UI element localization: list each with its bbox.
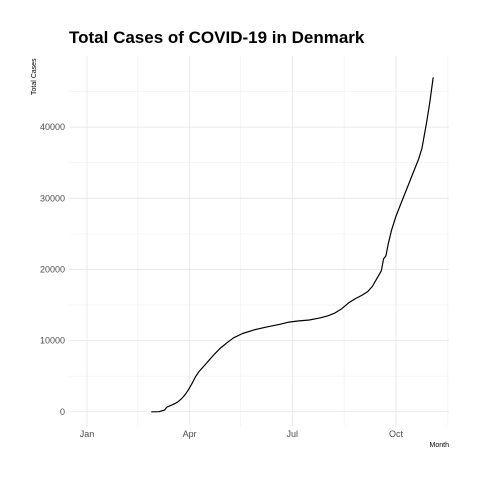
y-axis-ticks: 0 10000 20000 30000 40000 <box>40 122 65 417</box>
x-axis-ticks: Jan Apr Jul Oct <box>80 429 404 439</box>
x-axis-title: Month <box>430 442 450 449</box>
y-tick-label: 40000 <box>40 122 65 132</box>
y-tick-label: 10000 <box>40 336 65 346</box>
y-tick-label: 0 <box>60 407 65 417</box>
y-tick-label: 20000 <box>40 264 65 274</box>
x-tick-label: Apr <box>183 429 197 439</box>
chart-title: Total Cases of COVID-19 in Denmark <box>69 28 365 47</box>
gridlines <box>69 56 449 426</box>
y-axis-title: Total Cases <box>31 58 38 95</box>
y-tick-label: 30000 <box>40 193 65 203</box>
x-tick-label: Jan <box>80 429 95 439</box>
series-line <box>151 77 434 413</box>
x-tick-label: Jul <box>287 429 299 439</box>
series-layer <box>151 77 434 413</box>
x-tick-label: Oct <box>389 429 404 439</box>
